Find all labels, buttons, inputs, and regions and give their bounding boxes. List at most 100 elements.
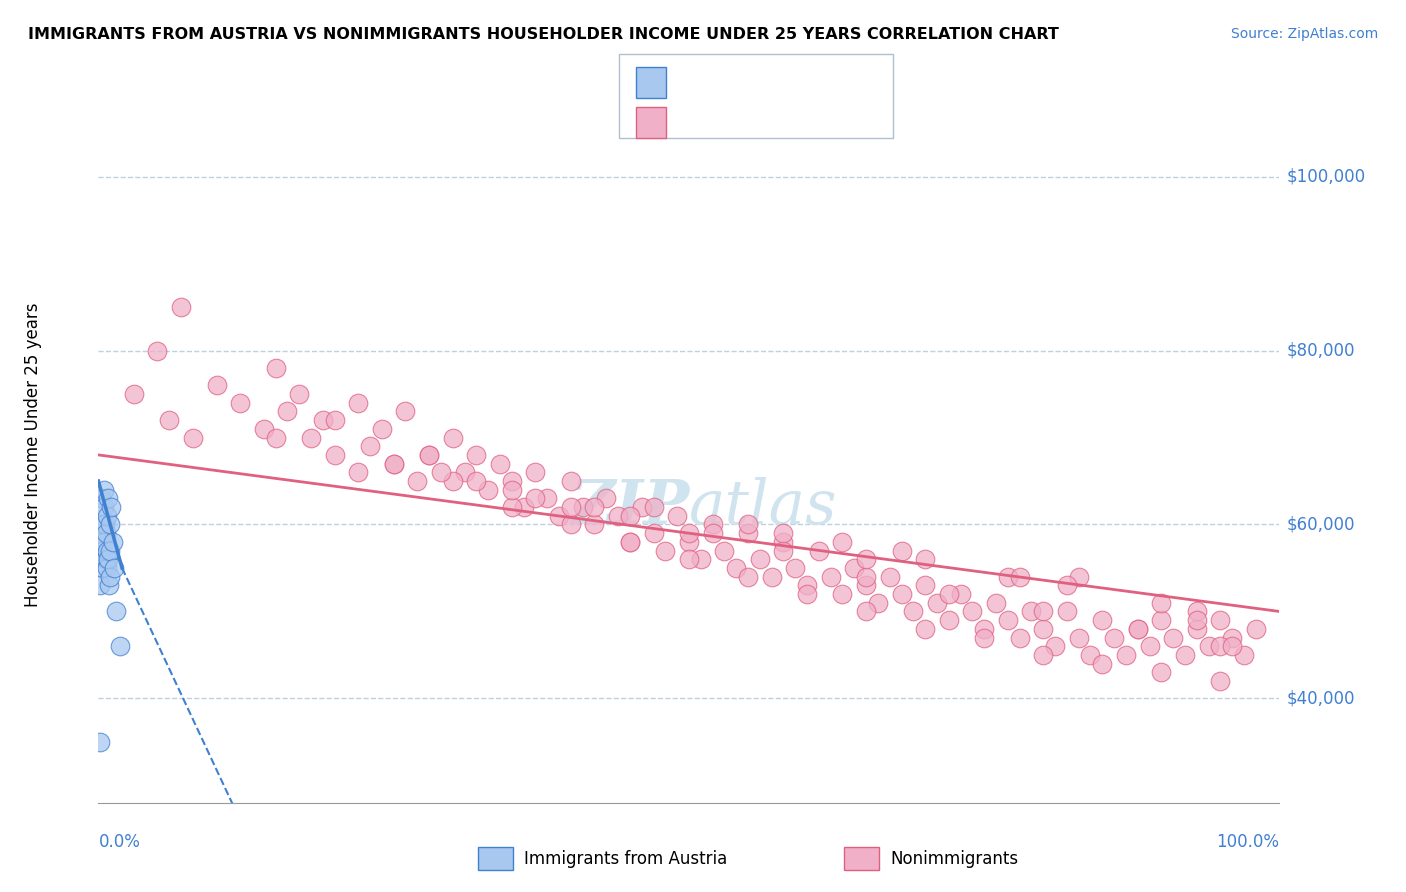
Point: [96, 561, 118, 575]
Point: [1174, 648, 1197, 662]
Point: [264, 431, 287, 445]
Point: [1032, 622, 1054, 636]
Point: [938, 613, 960, 627]
Point: [796, 587, 818, 601]
Point: [347, 466, 370, 480]
Point: [98, 578, 121, 592]
Point: [382, 457, 405, 471]
Point: [785, 561, 807, 575]
Point: [807, 543, 830, 558]
Point: [1056, 578, 1078, 592]
Point: [101, 535, 124, 549]
Point: [583, 500, 606, 515]
Point: [737, 570, 759, 584]
Point: [678, 552, 700, 566]
Text: 100.0%: 100.0%: [1216, 833, 1279, 851]
Point: [97, 552, 120, 566]
Point: [501, 500, 523, 515]
Point: [312, 413, 335, 427]
Point: [91, 543, 114, 558]
Point: [914, 552, 936, 566]
Point: [371, 422, 394, 436]
Point: [619, 535, 641, 549]
Point: [1150, 665, 1173, 680]
Point: [607, 508, 630, 523]
Point: [103, 561, 125, 575]
Text: IMMIGRANTS FROM AUSTRIA VS NONIMMIGRANTS HOUSEHOLDER INCOME UNDER 25 YEARS CORRE: IMMIGRANTS FROM AUSTRIA VS NONIMMIGRANTS…: [28, 27, 1059, 42]
Point: [1209, 674, 1232, 689]
Point: [94, 552, 117, 566]
Point: [1032, 605, 1054, 619]
Point: [772, 543, 794, 558]
Text: R =: R =: [678, 74, 714, 92]
Point: [643, 526, 665, 541]
Point: [1091, 613, 1114, 627]
Point: [288, 387, 311, 401]
Point: [89, 578, 111, 592]
Point: [359, 439, 381, 453]
Point: [512, 500, 534, 515]
Point: [477, 483, 499, 497]
Point: [100, 500, 122, 515]
Point: [501, 483, 523, 497]
Text: ZIP: ZIP: [569, 477, 689, 537]
Point: [702, 517, 724, 532]
Point: [253, 422, 276, 436]
Point: [1220, 631, 1243, 645]
Point: [890, 543, 912, 558]
Text: $40,000: $40,000: [1286, 690, 1355, 707]
Point: [489, 457, 512, 471]
Point: [465, 448, 488, 462]
Point: [276, 404, 298, 418]
Point: [1021, 605, 1043, 619]
Point: [796, 578, 818, 592]
Text: N =: N =: [783, 74, 820, 92]
Point: [666, 508, 689, 523]
Point: [205, 378, 228, 392]
Text: Nonimmigrants: Nonimmigrants: [890, 849, 1018, 868]
Point: [903, 605, 925, 619]
Point: [914, 578, 936, 592]
Point: [108, 639, 131, 653]
Text: Householder Income Under 25 years: Householder Income Under 25 years: [24, 302, 42, 607]
Point: [89, 735, 111, 749]
Point: [453, 466, 475, 480]
Point: [97, 491, 120, 506]
Point: [1209, 613, 1232, 627]
Point: [619, 535, 641, 549]
Point: [725, 561, 748, 575]
Point: [1244, 622, 1267, 636]
Point: [93, 500, 115, 515]
Point: [737, 526, 759, 541]
Point: [1067, 631, 1090, 645]
Point: [1056, 605, 1078, 619]
Point: [678, 526, 700, 541]
Point: [855, 578, 877, 592]
Point: [1115, 648, 1137, 662]
Point: [737, 517, 759, 532]
Point: [94, 526, 117, 541]
Point: [96, 543, 118, 558]
Point: [855, 552, 877, 566]
Point: [536, 491, 558, 506]
Point: [643, 500, 665, 515]
Point: [997, 613, 1019, 627]
Point: [146, 343, 169, 358]
Point: [394, 404, 416, 418]
Point: [1043, 639, 1066, 653]
Point: [430, 466, 453, 480]
Point: [914, 622, 936, 636]
Point: [689, 552, 711, 566]
Point: [949, 587, 972, 601]
Point: [96, 508, 118, 523]
Point: [560, 500, 582, 515]
Point: [678, 535, 700, 549]
Point: [98, 517, 121, 532]
Point: [1008, 631, 1031, 645]
Point: [98, 570, 121, 584]
Point: [524, 491, 547, 506]
Point: [772, 535, 794, 549]
Point: [323, 413, 346, 427]
Point: [418, 448, 440, 462]
Point: [1185, 605, 1208, 619]
